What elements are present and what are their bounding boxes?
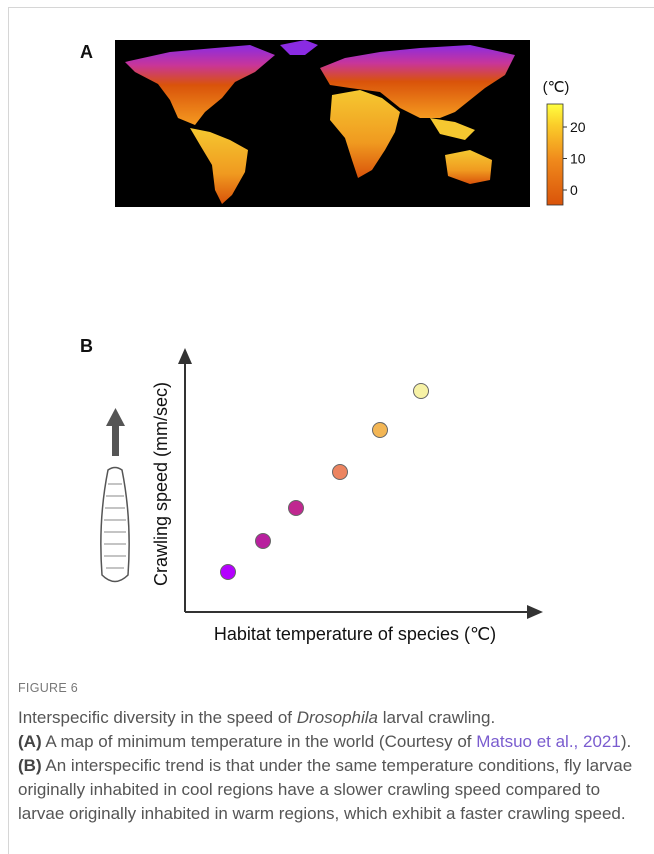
text: ). [621,732,631,751]
page: A (℃) 20 10 0 B Crawling speed (mm/sec) Ha… [0,0,654,854]
point [333,465,348,480]
larva-icon [101,408,129,582]
figure-label: FIGURE 6 [18,676,650,700]
caption-body: (A) A map of minimum temperature in the … [18,730,650,826]
colorbar-tick-label: 0 [570,182,578,198]
x-axis-label: Habitat temperature of species (℃) [214,624,496,644]
panel-ref: (A) [18,732,42,751]
colorbar-ticks: 20 10 0 [563,119,586,198]
points [221,384,429,580]
panel-label: B [80,336,93,356]
x-arrow [527,605,543,619]
point [221,565,236,580]
point [373,423,388,438]
text: larval crawling. [378,708,495,727]
text: A map of minimum temperature in the worl… [42,732,477,751]
point [414,384,429,399]
species-name: Drosophila [297,708,378,727]
y-arrow [178,348,192,364]
panel-label: A [80,42,93,62]
citation-link[interactable]: Matsuo et al., 2021 [476,732,621,751]
figure: A (℃) 20 10 0 B Crawling speed (mm/sec) Ha… [0,0,654,670]
point [289,501,304,516]
caption-title: Interspecific diversity in the speed of … [18,706,650,730]
text: An interspecific trend is that under the… [18,756,632,823]
colorbar-unit: (℃) [543,79,570,96]
y-axis-label: Crawling speed (mm/sec) [151,382,171,586]
colorbar-tick-label: 10 [570,151,586,167]
colorbar-tick-label: 20 [570,119,586,135]
text: Interspecific diversity in the speed of [18,708,297,727]
point [256,534,271,549]
colorbar [547,104,563,205]
caption: FIGURE 6 Interspecific diversity in the … [18,676,650,826]
panel-ref: (B) [18,756,42,775]
